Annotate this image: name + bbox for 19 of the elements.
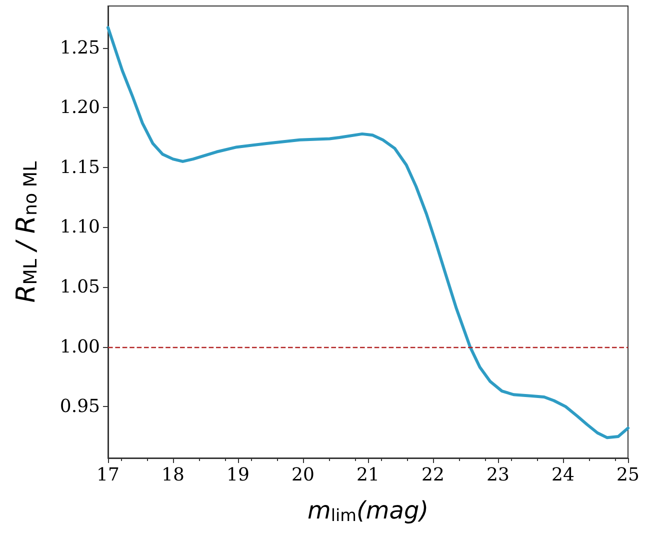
y-tick-label: 0.95 bbox=[60, 396, 100, 418]
line-series bbox=[106, 26, 630, 440]
y-tick-label: 1.05 bbox=[60, 276, 100, 298]
y-tick-label: 1.20 bbox=[60, 97, 100, 118]
x-tick-label: 22 bbox=[422, 464, 444, 486]
y-tick-label: 1.25 bbox=[60, 37, 100, 58]
x-tick-label: 25 bbox=[616, 464, 640, 486]
x-tick-label: 19 bbox=[226, 464, 250, 486]
y-tick-label: 1.10 bbox=[60, 216, 100, 238]
x-tick-label: 17 bbox=[96, 464, 120, 486]
x-tick-label: 21 bbox=[356, 464, 380, 486]
y-tick-label: 1.00 bbox=[60, 336, 100, 358]
x-axis-title: mlim(mag) bbox=[307, 496, 429, 525]
y-axis-title: RML / Rno ML bbox=[11, 160, 42, 303]
x-tick-label: 23 bbox=[486, 464, 510, 486]
x-tick-label: 20 bbox=[292, 464, 314, 486]
x-tick-label: 18 bbox=[162, 464, 184, 486]
x-tick-label: 24 bbox=[552, 464, 574, 486]
y-tick-label: 1.15 bbox=[60, 156, 100, 178]
